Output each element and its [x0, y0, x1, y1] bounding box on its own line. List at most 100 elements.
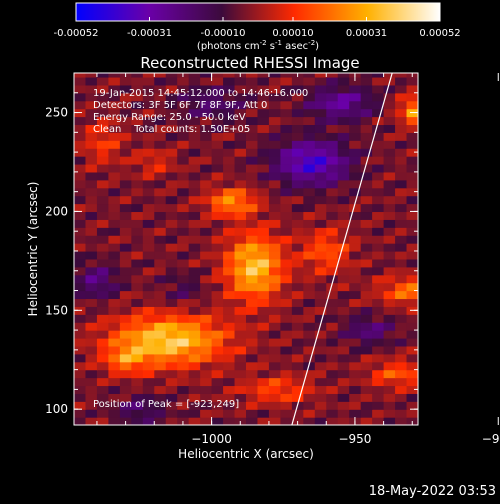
heatmap-cell-633 [108, 250, 121, 260]
axes: −1000 −950 −900 100 150 200 250 [45, 72, 500, 446]
heatmap-cell-461 [200, 298, 213, 307]
heatmap-cell-274 [119, 345, 132, 355]
heatmap-cell-787 [154, 211, 167, 220]
heatmap-cell-616 [257, 258, 270, 268]
heatmap-cell-132 [211, 385, 224, 394]
heatmap-cell-380 [303, 322, 316, 331]
heatmap-cell-595 [360, 266, 373, 276]
heatmap-cell-1111 [85, 124, 98, 133]
heatmap-cell-563 [337, 274, 350, 284]
heatmap-cell-264 [349, 353, 362, 363]
heatmap-cell-889 [291, 187, 304, 197]
heatmap-cell-220 [188, 361, 201, 371]
heatmap-cell-1297 [154, 76, 167, 86]
heatmap-cell-300 [74, 337, 87, 347]
heatmap-cell-127 [154, 385, 167, 394]
heatmap-cell-925 [360, 179, 373, 189]
heatmap-cell-397 [154, 314, 167, 323]
heatmap-cell-276 [142, 345, 155, 355]
heatmap-cell-1308 [280, 76, 293, 86]
heatmap-cell-363 [108, 322, 121, 331]
heatmap-cell-1068 [280, 140, 293, 149]
heatmap-cell-263 [337, 353, 350, 363]
heatmap-cell-525 [246, 282, 259, 292]
heatmap-cell-745 [360, 227, 373, 236]
heatmap-cell-249 [177, 353, 190, 363]
heatmap-cell-1287 [383, 84, 396, 94]
heatmap-cell-73 [223, 401, 236, 410]
heatmap-cell-528 [280, 282, 293, 292]
heatmap-cell-798 [280, 211, 293, 220]
heatmap-cell-1010 [303, 156, 316, 165]
heatmap-cell-161 [200, 377, 213, 387]
heatmap-cell-665 [131, 243, 144, 252]
heatmap-cell-1251 [314, 92, 327, 102]
colorbar [75, 2, 441, 22]
heatmap-cell-1135 [360, 124, 373, 133]
heatmap-cell-1151 [200, 116, 213, 126]
heatmap-cell-643 [223, 250, 236, 260]
heatmap-cell-277 [154, 345, 167, 355]
heatmap-cell-1189 [291, 108, 304, 118]
heatmap-cell-1256 [372, 92, 385, 102]
heatmap-cell-354 [349, 330, 362, 339]
heatmap-cell-775 [360, 219, 373, 228]
heatmap-cell-1210 [188, 100, 201, 110]
heatmap-cell-431 [200, 306, 213, 315]
heatmap-cell-207 [383, 369, 396, 379]
heatmap-cell-176 [372, 377, 385, 387]
heatmap-cell-750 [74, 219, 87, 228]
heatmap-cell-1233 [108, 92, 121, 102]
heatmap-cell-549 [177, 274, 190, 284]
heatmap-cell-726 [142, 227, 155, 236]
heatmap-cell-631 [85, 250, 98, 260]
heatmap-cell-1195 [360, 108, 373, 118]
heatmap-cell-416 [372, 314, 385, 323]
heatmap-cell-251 [200, 353, 213, 363]
heatmap-cell-579 [177, 266, 190, 276]
heatmap-cell-346 [257, 330, 270, 339]
heatmap-cell-1314 [349, 76, 362, 86]
heatmap-cell-143 [337, 385, 350, 394]
heatmap-cell-1001 [200, 156, 213, 165]
heatmap-cell-1116 [142, 124, 155, 133]
heatmap-cell-34 [119, 409, 132, 418]
heatmap-cell-1206 [142, 100, 155, 110]
heatmap-cell-738 [280, 227, 293, 236]
heatmap-cell-964 [119, 163, 132, 173]
heatmap-cell-84 [349, 401, 362, 410]
heatmap-cell-1237 [154, 92, 167, 102]
heatmap-cell-454 [119, 298, 132, 307]
heatmap-cell-1148 [165, 116, 178, 126]
heatmap-cell-1129 [291, 124, 304, 133]
heatmap-cell-562 [326, 274, 339, 284]
heatmap-cell-1075 [360, 140, 373, 149]
heatmap-cell-632 [96, 250, 109, 260]
heatmap-cell-1338 [280, 73, 293, 78]
heatmap-cell-600 [74, 258, 87, 268]
heatmap-cell-791 [200, 211, 213, 220]
heatmap-cell-1257 [383, 92, 396, 102]
heatmap-cell-560 [303, 274, 316, 284]
heatmap-cell-0 [74, 417, 87, 425]
heatmap-cell-872 [96, 187, 109, 197]
heatmap-cell-1036 [257, 148, 270, 157]
heatmap-cell-666 [142, 243, 155, 252]
heatmap-cell-700 [188, 235, 201, 244]
heatmap-cell-1087 [154, 132, 167, 141]
heatmap-cell-490 [188, 290, 201, 300]
heatmap-cell-930 [74, 171, 87, 181]
heatmap-cell-1243 [223, 92, 236, 102]
heatmap-cell-774 [349, 219, 362, 228]
heatmap-cell-744 [349, 227, 362, 236]
heatmap-cell-1276 [257, 84, 270, 94]
heatmap-cell-861 [314, 195, 327, 205]
heatmap-cell-552 [211, 274, 224, 284]
heatmap-cell-334 [119, 330, 132, 339]
heatmap-cell-233 [337, 361, 350, 371]
heatmap-cell-1154 [234, 116, 247, 126]
heatmap-cell-379 [291, 322, 304, 331]
heatmap-cell-653 [337, 250, 350, 260]
heatmap-cell-48 [280, 409, 293, 418]
